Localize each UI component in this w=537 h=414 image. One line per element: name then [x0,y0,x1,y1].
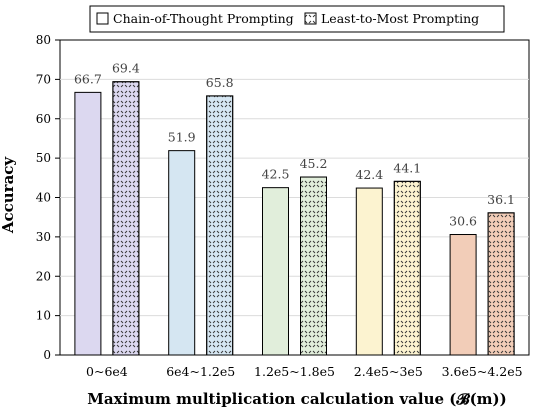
y-axis-ticks: 0 10 20 30 40 50 60 70 80 [36,33,60,362]
data-label: 65.8 [206,75,234,90]
legend-swatch-chain-of-thought [96,12,109,25]
y-tick-label: 70 [36,72,51,86]
x-tick-label: 2.4e5~3e5 [354,364,423,379]
y-tick-label: 40 [36,191,51,205]
bar [262,187,289,356]
data-label: 44.1 [393,160,421,175]
y-tick-label: 80 [36,33,51,47]
x-tick-label: 3.6e5~4.2e5 [442,364,523,379]
y-tick-label: 50 [36,151,51,165]
bar [168,150,196,356]
data-label: 66.7 [74,71,102,86]
bar-hatch [487,212,515,356]
legend-frame [89,5,505,33]
y-tick-label: 0 [43,348,51,362]
bar-hatch [300,176,327,356]
bar-hatch [393,180,421,356]
x-axis-tick-labels: 0~6e4 6e4~1.2e5 1.2e5~1.8e5 2.4e5~3e5 3.6e5~… [86,364,523,379]
legend: Chain-of-Thought Prompting Least-to-Most… [89,5,505,33]
legend-swatch-least-to-most [304,12,317,25]
bar [449,234,477,356]
data-label: 36.1 [487,192,515,207]
y-tick-label: 20 [36,269,51,283]
data-label: 42.5 [262,167,290,182]
y-tick-label: 10 [36,309,51,323]
legend-label-least-to-most: Least-to-Most Prompting [321,11,479,26]
x-axis-title: Maximum multiplication calculation value… [87,390,507,408]
y-tick-label: 30 [36,230,51,244]
bar [74,91,102,356]
bar-hatch [112,81,140,356]
y-axis-title: Accuracy [0,156,17,235]
x-tick-label: 1.2e5~1.8e5 [254,364,335,379]
legend-label-chain-of-thought: Chain-of-Thought Prompting [113,11,294,26]
bar [355,187,383,356]
data-label: 42.4 [355,167,383,182]
bars: 66.7 69.4 51.9 65.8 42.5 45.2 42.4 44.1 30.6 36.1 [74,61,515,356]
data-label: 30.6 [449,214,477,229]
data-label: 45.2 [300,156,328,171]
data-label: 51.9 [168,130,196,145]
x-tick-label: 6e4~1.2e5 [166,364,235,379]
y-tick-label: 60 [36,112,51,126]
bar-hatch [206,95,234,356]
data-label: 69.4 [112,61,140,76]
x-tick-label: 0~6e4 [86,364,128,379]
